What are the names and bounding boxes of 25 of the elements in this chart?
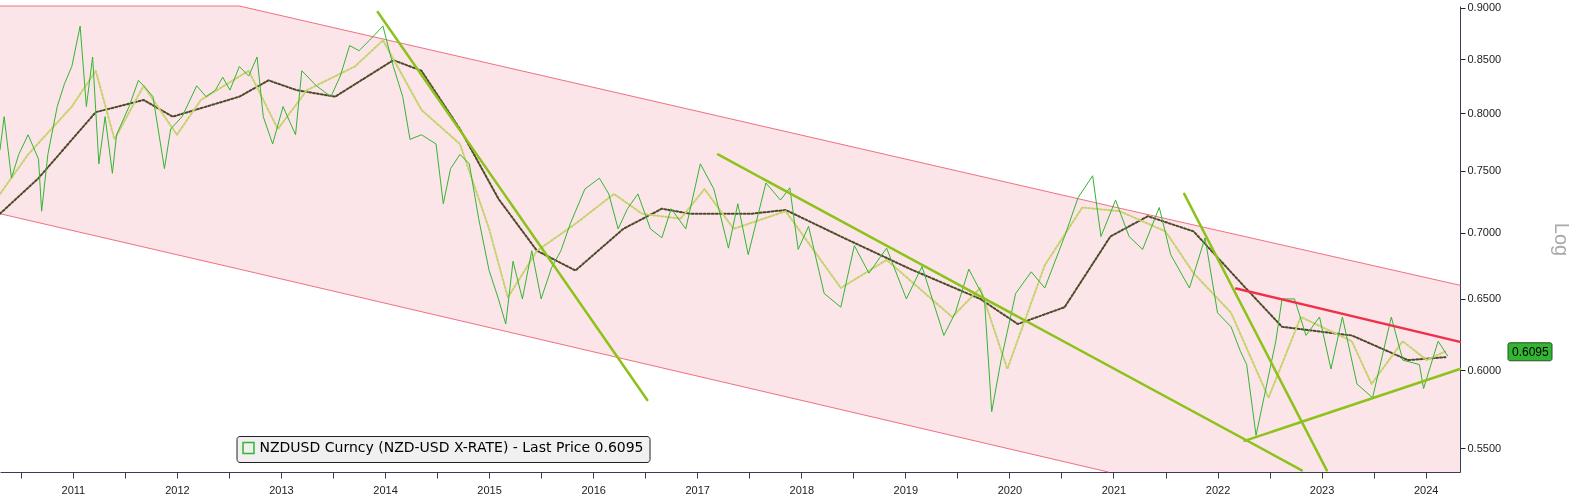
y-tick-label: 0.8500 (1467, 52, 1502, 65)
y-tick-label: 0.6500 (1467, 292, 1502, 305)
x-tick-label: 2021 (1101, 483, 1127, 496)
y-tick-label: 0.7500 (1467, 164, 1502, 177)
y-axis-title: Log (1551, 222, 1574, 257)
text: 0.6095 (1512, 344, 1550, 359)
x-tick-label: 2020 (997, 483, 1023, 496)
x-tick-label: 2024 (1413, 483, 1439, 496)
y-tick-label: 0.8000 (1467, 106, 1502, 119)
x-tick-label: 2017 (685, 483, 710, 496)
y-tick-label: 0.6000 (1467, 363, 1502, 376)
y-tick-label: 0.5500 (1467, 441, 1502, 454)
x-tick-label: 2011 (61, 483, 86, 496)
x-tick-label: 2022 (1205, 483, 1231, 496)
x-tick-label: 2014 (373, 483, 398, 496)
x-tick-label: 2016 (581, 483, 606, 496)
x-tick-label: 2019 (893, 483, 919, 496)
legend-label: NZDUSD Curncy (NZD-USD X-RATE) - Last Price 0.6095 (259, 439, 644, 455)
x-tick-label: 2015 (477, 483, 502, 496)
x-tick-label: 2023 (1309, 483, 1335, 496)
y-tick-label: 0.9000 (1467, 1, 1502, 14)
y-tick-label: 0.7000 (1467, 226, 1502, 239)
x-tick-label: 2012 (165, 483, 190, 496)
x-tick-label: 2013 (269, 483, 294, 496)
x-tick-label: 2018 (789, 483, 815, 496)
